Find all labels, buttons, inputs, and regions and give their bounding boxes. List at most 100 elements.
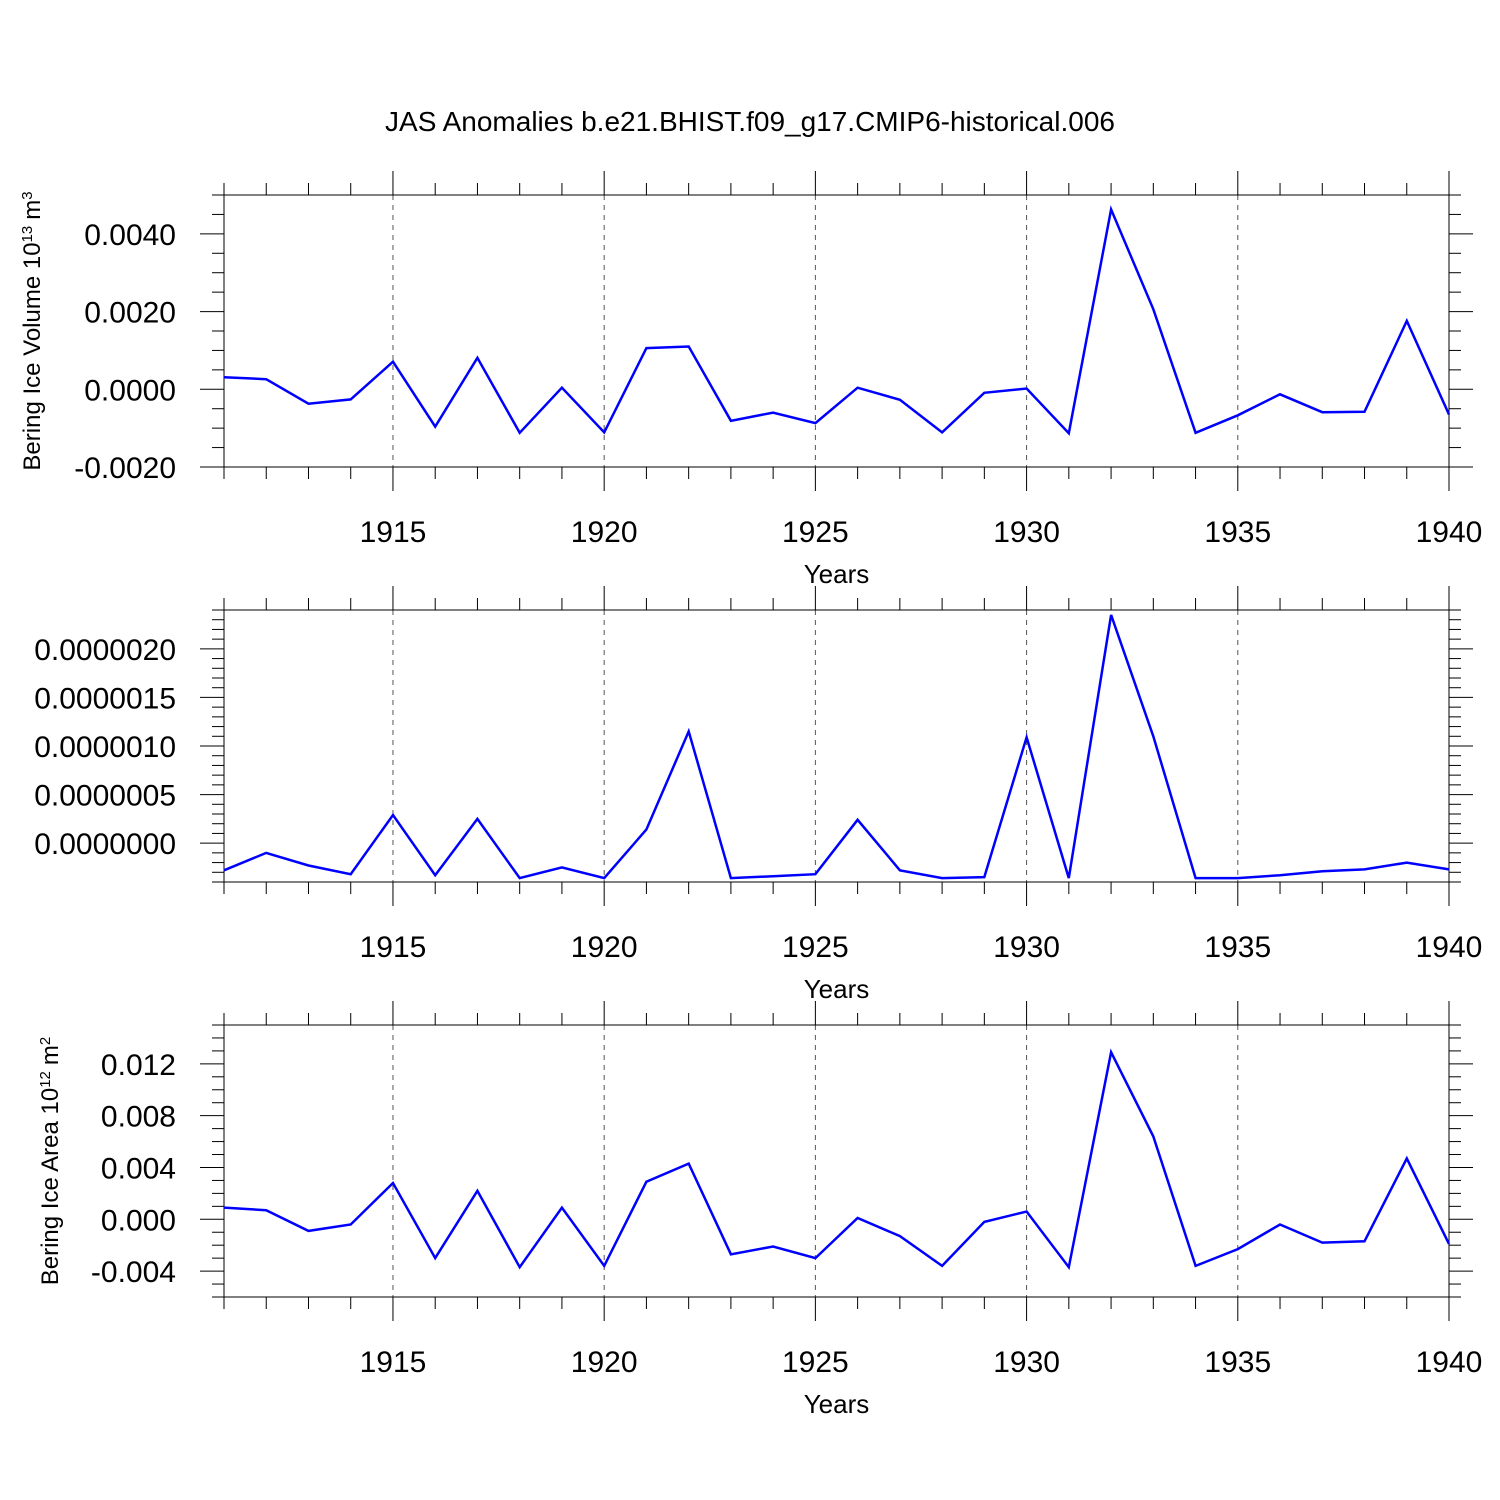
data-point-1930	[1025, 1210, 1029, 1214]
data-point-1915	[391, 360, 395, 364]
panel-2: 0.0000000 0.0000005 0.0000010 0.0000015 0.00…	[34, 586, 1482, 1004]
data-point-1920	[602, 876, 606, 880]
x-axis-label: Years	[804, 974, 870, 1004]
data-point-1940	[1447, 1242, 1451, 1246]
y-axis-label: Bering Ice Area 1012m2	[37, 1037, 65, 1286]
y-tick-label: -0.0020	[74, 452, 176, 485]
data-point-1913	[306, 1229, 310, 1233]
data-point-1932	[1109, 613, 1113, 617]
data-point-1926	[856, 1216, 860, 1220]
data-point-1912	[264, 851, 268, 855]
data-point-1939	[1405, 861, 1409, 865]
data-point-1912	[264, 377, 268, 381]
data-point-1917	[475, 1189, 479, 1193]
data-point-1923	[729, 876, 733, 880]
data-point-1921	[644, 1180, 648, 1184]
data-point-1913	[306, 863, 310, 867]
data-point-1936	[1278, 1222, 1282, 1226]
data-point-1922	[687, 345, 691, 349]
data-point-1923	[729, 419, 733, 423]
x-tick-label: 1920	[571, 931, 638, 964]
data-point-1933	[1151, 1134, 1155, 1138]
data-point-1934	[1194, 431, 1198, 435]
y-tick-label: 0.0000010	[34, 731, 176, 764]
data-point-1926	[856, 386, 860, 390]
y-tick-label: 0.0000020	[34, 634, 176, 667]
panel-3: -0.004 0.000 0.004 0.008 0.012 1915 1920 1925 19…	[37, 1001, 1483, 1419]
data-point-1937	[1320, 410, 1324, 414]
data-point-1933	[1151, 307, 1155, 311]
data-point-1915	[391, 813, 395, 817]
x-tick-label: 1930	[993, 1346, 1060, 1379]
data-point-1924	[771, 411, 775, 415]
data-point-1931	[1067, 1265, 1071, 1269]
data-point-1937	[1320, 1241, 1324, 1245]
data-point-1932	[1109, 207, 1113, 211]
data-point-1940	[1447, 413, 1451, 417]
data-point-1918	[518, 431, 522, 435]
data-point-1927	[898, 398, 902, 402]
data-point-1940	[1447, 867, 1451, 871]
x-tick-label: 1925	[782, 1346, 849, 1379]
data-point-1937	[1320, 869, 1324, 873]
y-tick-label: 0.0000015	[34, 682, 176, 715]
x-tick-label: 1930	[993, 516, 1060, 549]
data-point-1919	[560, 386, 564, 390]
data-point-1925	[813, 1256, 817, 1260]
data-point-1916	[433, 425, 437, 429]
data-point-1929	[982, 391, 986, 395]
data-point-1914	[349, 1222, 353, 1226]
data-point-1914	[349, 872, 353, 876]
x-tick-label: 1940	[1416, 1346, 1483, 1379]
data-point-1921	[644, 346, 648, 350]
y-axis-label: Bering Ice Volume 1013m3	[19, 191, 47, 470]
data-point-1932	[1109, 1050, 1113, 1054]
x-tick-label: 1930	[993, 931, 1060, 964]
x-tick-label: 1935	[1204, 931, 1271, 964]
y-tick-label: 0.0000	[84, 374, 176, 407]
x-tick-label: 1940	[1416, 931, 1483, 964]
plot-frame	[223, 609, 1450, 883]
data-point-1930	[1025, 735, 1029, 739]
data-point-1911	[222, 868, 226, 872]
plot-frame	[223, 1024, 1450, 1298]
data-point-1922	[687, 729, 691, 733]
data-point-1938	[1363, 867, 1367, 871]
data-point-1936	[1278, 392, 1282, 396]
chart-panels: -0.0020 0.0000 0.0020 0.0040 1915 1920 1925 193…	[19, 171, 1483, 1419]
y-tick-label: 0.0040	[84, 219, 176, 252]
y-tick-label: 0.0000000	[34, 828, 176, 861]
data-point-1924	[771, 1244, 775, 1248]
data-point-1926	[856, 818, 860, 822]
data-point-1923	[729, 1252, 733, 1256]
data-point-1918	[518, 876, 522, 880]
data-point-1922	[687, 1162, 691, 1166]
data-point-1938	[1363, 1239, 1367, 1243]
x-tick-label: 1935	[1204, 1346, 1271, 1379]
x-tick-label: 1925	[782, 516, 849, 549]
data-point-1934	[1194, 876, 1198, 880]
data-point-1918	[518, 1265, 522, 1269]
data-point-1924	[771, 874, 775, 878]
data-point-1931	[1067, 431, 1071, 435]
data-point-1920	[602, 430, 606, 434]
data-point-1927	[898, 1234, 902, 1238]
x-tick-label: 1940	[1416, 516, 1483, 549]
data-point-1935	[1236, 413, 1240, 417]
data-point-1921	[644, 828, 648, 832]
data-point-1919	[560, 1206, 564, 1210]
x-tick-label: 1915	[360, 516, 427, 549]
data-point-1930	[1025, 387, 1029, 391]
data-point-1931	[1067, 876, 1071, 880]
data-point-1934	[1194, 1264, 1198, 1268]
data-point-1913	[306, 402, 310, 406]
data-point-1935	[1236, 1247, 1240, 1251]
data-point-1916	[433, 1256, 437, 1260]
data-point-1920	[602, 1264, 606, 1268]
data-point-1929	[982, 875, 986, 879]
data-point-1938	[1363, 410, 1367, 414]
data-point-1912	[264, 1208, 268, 1212]
y-tick-label: 0.0000005	[34, 780, 176, 813]
x-tick-label: 1920	[571, 516, 638, 549]
